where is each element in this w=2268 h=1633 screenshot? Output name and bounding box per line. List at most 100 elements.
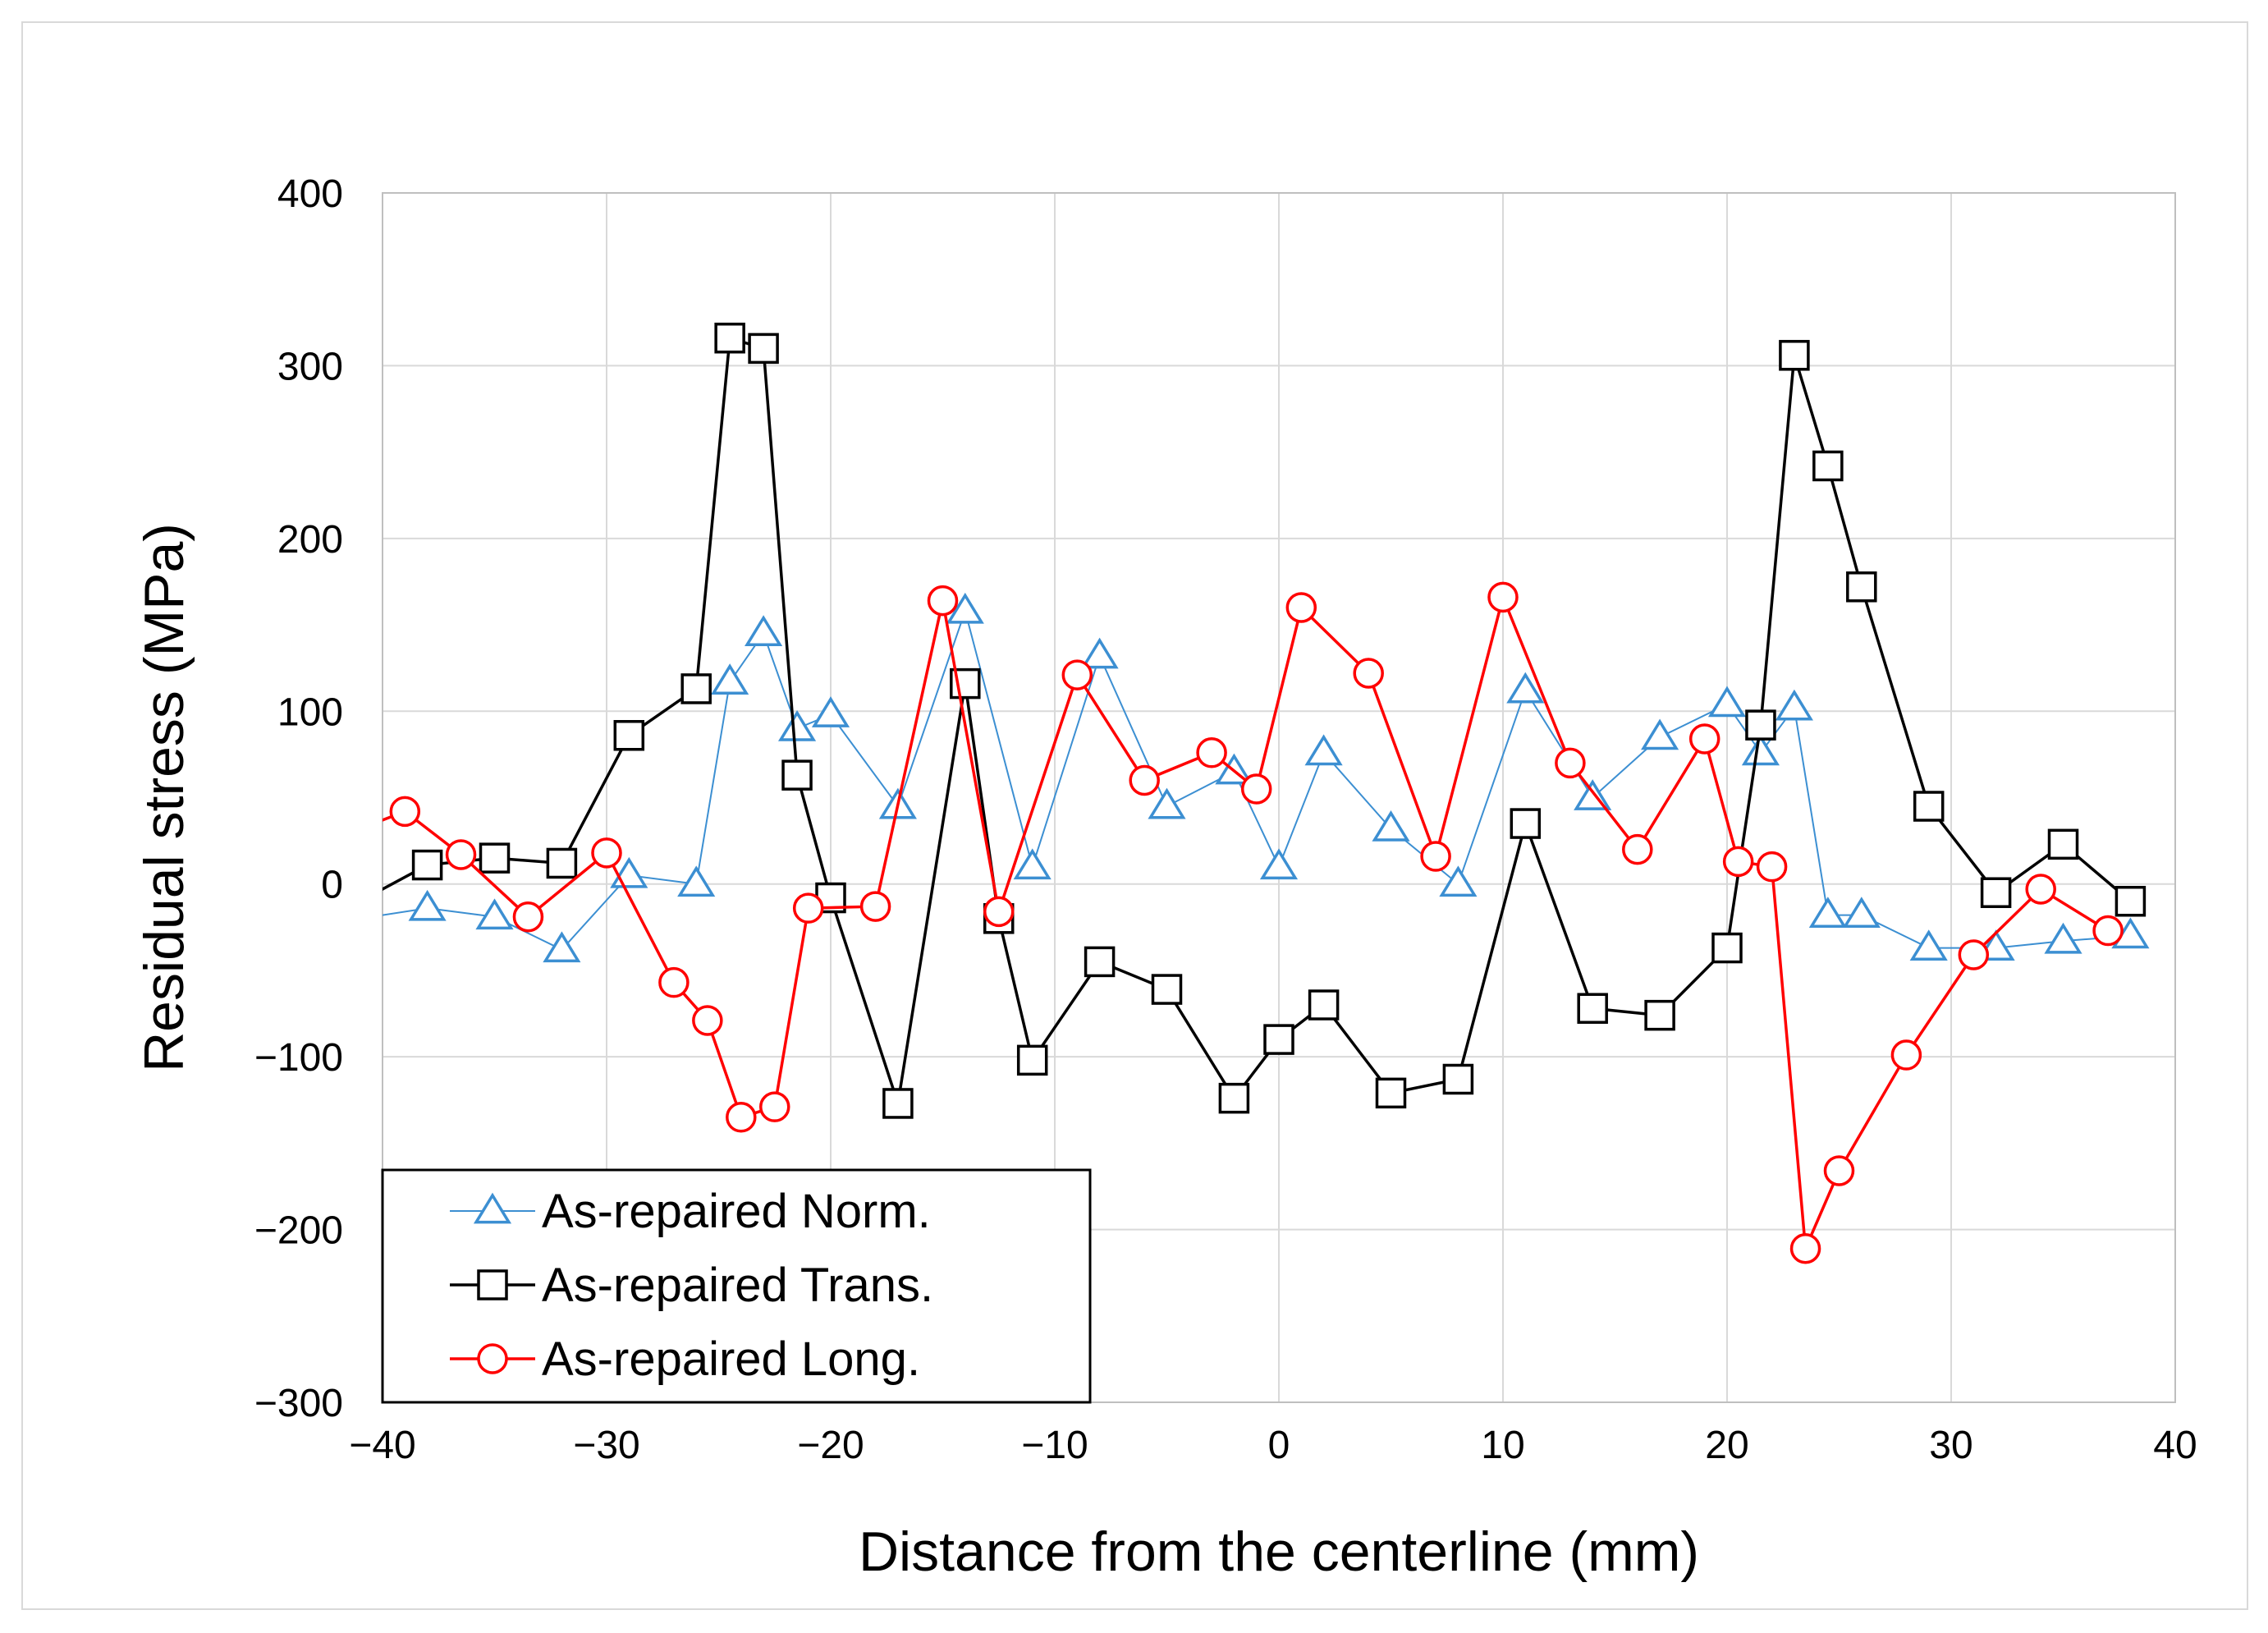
data-point-norm — [344, 903, 377, 930]
data-point-trans — [1016, 1044, 1048, 1076]
data-point-trans — [1812, 450, 1844, 482]
data-point-long — [983, 896, 1015, 928]
data-point-trans — [479, 842, 511, 874]
data-point-long — [1555, 747, 1586, 779]
data-point-long — [1958, 939, 1990, 970]
data-point-trans — [680, 673, 712, 704]
data-point-long — [1420, 841, 1451, 872]
data-point-long — [1722, 846, 1754, 878]
series-long — [346, 581, 2124, 1264]
data-point-long — [1688, 723, 1720, 755]
data-point-norm — [745, 615, 783, 647]
data-point-norm — [543, 931, 581, 963]
data-point-long — [859, 891, 891, 922]
data-point-long — [692, 1005, 723, 1036]
series-trans — [383, 323, 2147, 1119]
data-point-trans — [2115, 886, 2147, 917]
legend-label: As-repaired Norm. — [542, 1185, 931, 1238]
y-tick-label: 400 — [277, 172, 343, 216]
data-point-norm — [1259, 848, 1299, 880]
x-tick-label: −30 — [573, 1424, 639, 1467]
series-layer — [344, 323, 2150, 1264]
data-point-trans — [1151, 974, 1183, 1005]
data-point-norm — [1013, 848, 1052, 880]
data-point-trans — [1375, 1077, 1407, 1109]
data-point-norm — [1842, 897, 1881, 929]
data-point-norm — [1148, 787, 1186, 819]
data-point-long — [2092, 915, 2124, 947]
data-point-trans — [546, 847, 578, 879]
data-point-long — [1756, 851, 1788, 883]
data-point-trans — [1218, 1082, 1250, 1114]
data-point-long — [1061, 659, 1093, 690]
plot-area-border — [382, 192, 2176, 1403]
legend-marker-triangle-icon — [473, 1192, 512, 1224]
x-tick-label: 40 — [2153, 1424, 2197, 1467]
data-point-long — [445, 839, 477, 870]
data-point-long — [591, 837, 622, 869]
series-norm — [344, 592, 2150, 963]
legend-label: As-repaired Long. — [542, 1333, 920, 1386]
data-point-norm — [1506, 672, 1545, 704]
data-point-trans — [411, 849, 443, 881]
data-point-long — [389, 796, 421, 828]
data-point-norm — [811, 696, 850, 727]
series-line-norm — [383, 608, 2131, 951]
data-point-long — [1196, 737, 1227, 768]
data-point-norm — [1439, 865, 1478, 897]
data-point-long — [1622, 833, 1653, 865]
legend: As-repaired Norm. As-repaired Trans. As-re… — [381, 1168, 1092, 1404]
data-point-trans — [781, 759, 813, 791]
data-point-long — [2025, 874, 2056, 905]
data-point-long — [346, 814, 374, 842]
x-tick-label: −20 — [797, 1424, 864, 1467]
legend-label: As-repaired Trans. — [542, 1259, 933, 1312]
y-tick-label: −300 — [254, 1382, 343, 1425]
data-point-trans — [1913, 791, 1945, 822]
data-point-long — [512, 901, 544, 933]
data-point-trans — [1442, 1063, 1474, 1095]
data-point-norm — [711, 663, 749, 695]
data-point-long — [1129, 764, 1160, 796]
data-point-norm — [1808, 897, 1847, 929]
x-tick-label: −40 — [349, 1424, 415, 1467]
data-point-norm — [2044, 922, 2082, 954]
data-point-trans — [1510, 808, 1542, 839]
data-point-trans — [714, 323, 745, 354]
data-point-norm — [408, 889, 447, 921]
x-tick-label: 0 — [1268, 1424, 1290, 1467]
legend-item-norm: As-repaired Norm. — [450, 1185, 931, 1238]
x-tick-label: 30 — [1929, 1424, 1972, 1467]
x-tick-label: −10 — [1021, 1424, 1088, 1467]
legend-marker-circle-icon — [477, 1343, 508, 1374]
data-point-norm — [1909, 929, 1948, 961]
legend-item-long: As-repaired Long. — [450, 1333, 920, 1386]
data-point-norm — [1775, 689, 1813, 721]
legend-marker-square-icon — [477, 1269, 508, 1300]
data-point-long — [1823, 1155, 1855, 1186]
data-point-norm — [1707, 686, 1747, 718]
y-tick-label: 200 — [277, 518, 343, 562]
data-point-trans — [1846, 571, 1877, 603]
data-point-long — [1789, 1232, 1821, 1264]
data-point-long — [658, 966, 690, 998]
data-point-trans — [1084, 946, 1116, 978]
data-point-long — [759, 1091, 790, 1122]
x-tick-label: 10 — [1481, 1424, 1524, 1467]
data-point-trans — [1980, 877, 2012, 908]
data-point-norm — [1741, 734, 1780, 766]
data-point-trans — [1263, 1024, 1294, 1055]
data-point-trans — [2047, 828, 2079, 860]
data-point-trans — [1745, 709, 1776, 741]
data-point-trans — [1577, 993, 1608, 1024]
y-tick-label: 100 — [277, 690, 343, 734]
data-point-trans — [1779, 340, 1810, 371]
data-point-long — [726, 1102, 757, 1133]
data-point-norm — [1641, 718, 1679, 750]
data-point-long — [1240, 773, 1272, 805]
y-tick-label: 0 — [321, 864, 343, 907]
data-point-long — [1353, 658, 1384, 689]
data-point-norm — [777, 709, 817, 741]
data-point-long — [927, 585, 959, 617]
data-point-trans — [1644, 999, 1675, 1031]
